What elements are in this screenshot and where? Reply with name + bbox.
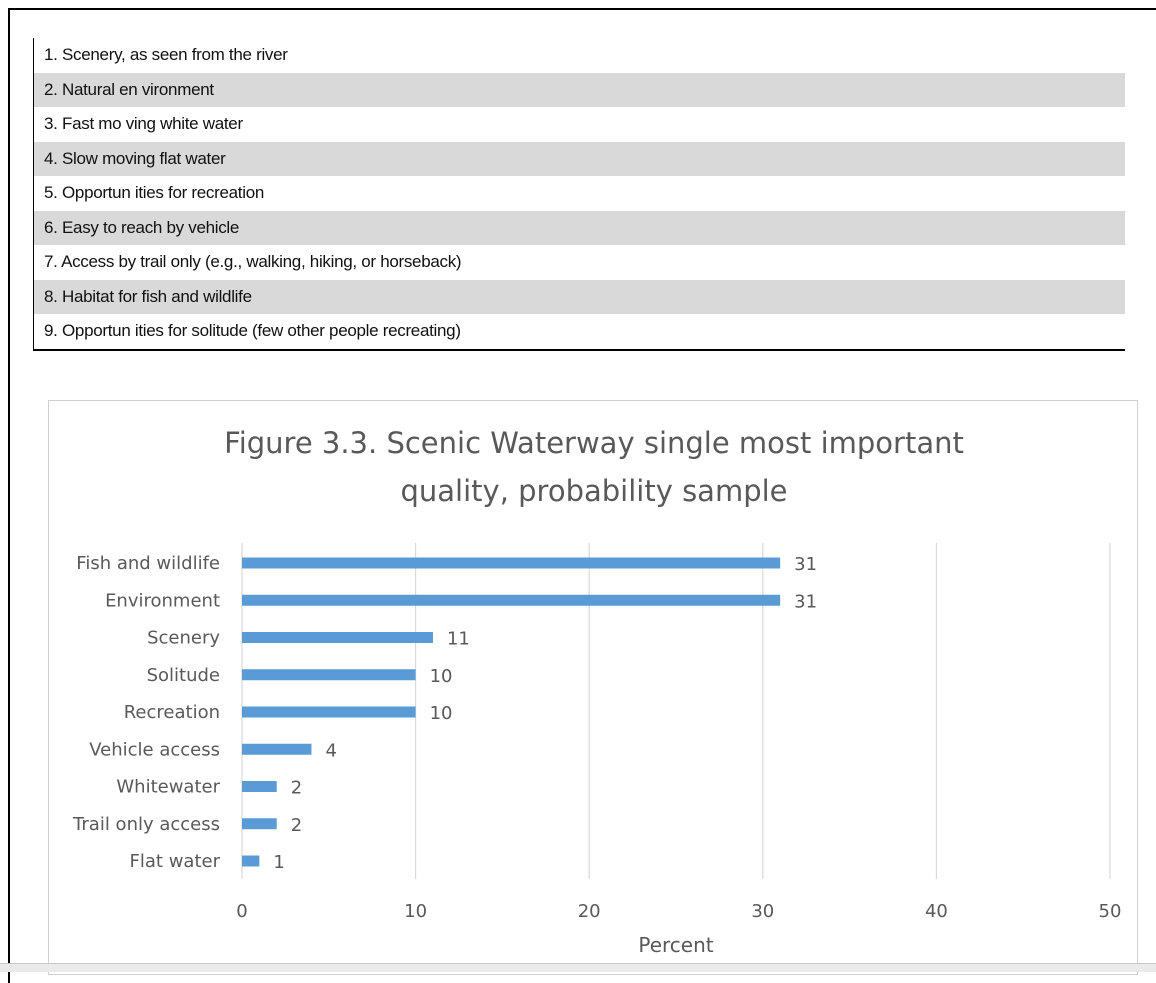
bar-chart: Figure 3.3. Scenic Waterway single most … [72,426,1121,957]
category-label: Recreation [124,702,220,723]
bars [242,557,781,867]
x-tick-label: 40 [925,901,948,922]
chart-container: Figure 3.3. Scenic Waterway single most … [48,400,1138,975]
category-label: Vehicle access [89,739,220,760]
x-tick-label: 0 [236,901,247,922]
data-label: 10 [430,666,453,687]
data-label: 10 [430,703,453,724]
list-item: 5. Opportun ities for recreation [44,183,265,202]
bar [242,594,781,606]
page-frame [8,8,1156,983]
bar [242,557,781,569]
data-label: 1 [273,852,284,873]
data-label: 2 [291,815,302,836]
list-item: 9. Opportun ities for solitude (few othe… [44,321,461,340]
category-label: Fish and wildlife [76,553,220,574]
list-item: 8. Habitat for fish and wildlife [34,279,1125,314]
bar [242,781,277,792]
list-item: 3. Fast mo ving white water [44,114,243,133]
category-label: Trail only access [72,814,220,835]
x-tick-label: 50 [1099,901,1122,922]
category-label: Scenery [147,628,220,649]
data-label: 11 [447,629,470,650]
chart-title: quality, probability sample [400,474,787,508]
labels: Figure 3.3. Scenic Waterway single most … [72,426,1121,957]
chart-title: Figure 3.3. Scenic Waterway single most … [224,426,964,460]
x-tick-label: 10 [404,901,427,922]
x-tick-label: 20 [578,901,601,922]
list-item: 6. Easy to reach by vehicle [34,210,1125,245]
category-label: Flat water [130,851,221,872]
window-bottom-strip [0,963,1156,972]
data-label: 4 [325,740,336,761]
quality-list: 1. Scenery, as seen from the river 2. Na… [33,38,1125,351]
category-label: Whitewater [116,777,220,798]
bar [242,706,416,718]
list-item: 2. Natural en vironment [34,72,1125,107]
x-tick-label: 30 [751,901,774,922]
data-label: 2 [291,778,302,799]
bar [242,743,312,755]
bar [242,855,260,867]
data-label: 31 [794,554,817,575]
category-label: Solitude [147,665,220,686]
category-label: Environment [105,590,220,611]
list-item: 4. Slow moving flat water [34,141,1125,176]
x-axis-label: Percent [638,933,713,957]
bar [242,818,277,830]
list-item: 7. Access by trail only (e.g., walking, … [44,252,462,271]
bar [242,632,433,643]
data-label: 31 [794,591,817,612]
bar [242,669,416,681]
list-item: 1. Scenery, as seen from the river [44,45,288,64]
